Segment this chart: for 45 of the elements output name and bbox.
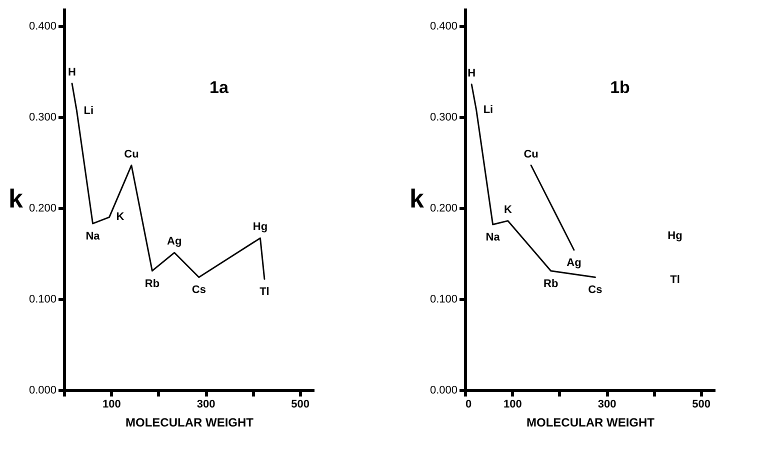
x-tick-label: 100 — [503, 398, 522, 410]
y-tick-label: 0.200 — [28, 202, 56, 215]
y-tick-label: 0.400 — [430, 20, 458, 33]
x-axis-title: MOLECULAR WEIGHT — [126, 416, 254, 430]
annotation: K — [504, 204, 512, 216]
annotation: Ag — [566, 256, 582, 269]
annotation: H — [68, 66, 76, 78]
y-axis-title: k — [410, 184, 425, 214]
annotation: Li — [84, 104, 94, 117]
y-tick-label: 0.100 — [28, 294, 56, 306]
line-series — [470, 84, 596, 278]
annotation: 1b — [610, 78, 630, 97]
annotation: Cs — [588, 284, 602, 296]
annotation: Li — [483, 104, 494, 116]
annotation: 1a — [210, 78, 229, 97]
annotation: Rb — [144, 278, 160, 290]
annotation: Ag — [167, 236, 182, 248]
annotation: Cs — [192, 284, 206, 296]
x-tick-label: 0 — [466, 398, 472, 410]
annotation: Cu — [524, 148, 538, 160]
annotation: K — [116, 211, 124, 224]
y-tick-label: 0.300 — [430, 112, 458, 124]
annotation: Cu — [124, 148, 139, 160]
y-tick-label: 0.300 — [28, 112, 56, 124]
x-tick-label: 500 — [692, 398, 711, 410]
annotation: Tl — [670, 274, 680, 286]
x-tick-label: 100 — [102, 398, 121, 410]
y-tick-label: 0.100 — [430, 294, 458, 306]
line-series — [71, 82, 266, 280]
annotation: Hg — [668, 230, 682, 242]
x-tick-label: 500 — [291, 398, 310, 410]
annotation: H — [468, 67, 476, 80]
y-tick-label: 0.000 — [430, 384, 458, 396]
annotation: Rb — [544, 278, 558, 290]
annotation: Hg — [252, 221, 268, 234]
y-tick-label: 0.400 — [28, 20, 56, 33]
x-tick-label: 300 — [196, 398, 216, 410]
annotation: Na — [486, 231, 501, 244]
annotation: Na — [86, 230, 101, 243]
x-axis-title: MOLECULAR WEIGHT — [526, 416, 656, 430]
x-tick-label: 300 — [598, 398, 616, 410]
annotation: Tl — [260, 286, 270, 298]
y-tick-label: 0.000 — [28, 384, 56, 396]
y-tick-label: 0.200 — [430, 202, 458, 215]
y-axis-title: k — [8, 184, 24, 214]
